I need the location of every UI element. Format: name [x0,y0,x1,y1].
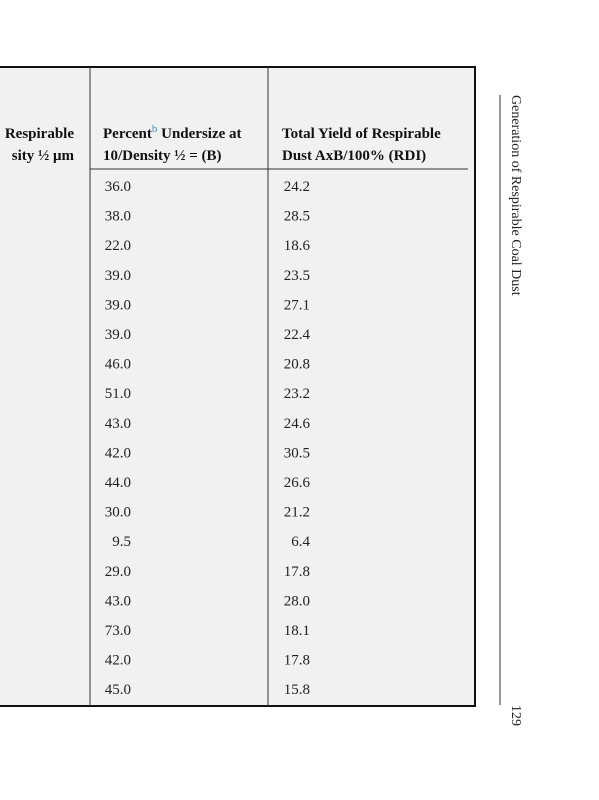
table-cell: 29.0 [105,564,131,580]
table-cell: 39.0 [105,268,131,284]
table-cell: 43.0 [105,416,131,432]
table-cell: 23.2 [284,386,310,402]
table-cell: 18.6 [284,238,311,254]
table-cell: 22.0 [105,238,131,254]
column-header: Total Yield of Respirable [282,126,441,142]
table-cell: 20.8 [284,357,310,373]
table-cell: 45.0 [105,682,131,698]
table-cell: 26.6 [284,475,311,491]
table-cell: 28.5 [284,209,310,225]
table-cell: 42.0 [105,653,131,669]
column-header: Dust AxB/100% (RDI) [282,148,426,164]
table-box [0,66,476,707]
table-cell: 73.0 [105,623,131,639]
header-text: Undersize at [157,126,241,142]
table-cell: 9.5 [112,534,131,550]
table-cell: 39.0 [105,297,131,313]
table-cell: 36.0 [105,179,131,195]
table-body: 36.0 24.2 38.0 28.5 22.0 18.6 39.0 23.5 39.0 27.1… [105,179,311,698]
column-header: 10/Density ½ = (B) [103,148,222,164]
table-cell: 30.0 [105,505,131,521]
column-header: Respirable [5,126,75,142]
table-cell: 17.8 [284,653,310,669]
table-cell: 28.0 [284,593,310,609]
column-header: sity ½ μm [12,148,75,164]
table-cell: 15.8 [284,682,310,698]
table-cell: 39.0 [105,327,131,343]
table-cell: 23.5 [284,268,310,284]
table-cell: 30.5 [284,445,310,461]
table-cell: 43.0 [105,593,131,609]
page-number: 129 [508,705,523,726]
table-cell: 46.0 [105,357,131,373]
table-cell: 42.0 [105,445,131,461]
column-header: Percentb Undersize at [103,123,242,142]
table-cell: 18.1 [284,623,310,639]
table-cell: 24.2 [284,179,310,195]
table-cell: 24.6 [284,416,311,432]
table-cell: 51.0 [105,386,131,402]
header-text: Percent [103,126,152,142]
table-cell: 21.2 [284,505,310,521]
table-cell: 17.8 [284,564,310,580]
table-cell: 44.0 [105,475,131,491]
table-cell: 27.1 [284,297,310,313]
table-cell: 38.0 [105,209,131,225]
footnote-mark: b [152,123,158,135]
table-cell: 22.4 [284,327,311,343]
table-cell: 6.4 [291,534,310,550]
running-header: Generation of Respirable Coal Dust [508,95,523,296]
